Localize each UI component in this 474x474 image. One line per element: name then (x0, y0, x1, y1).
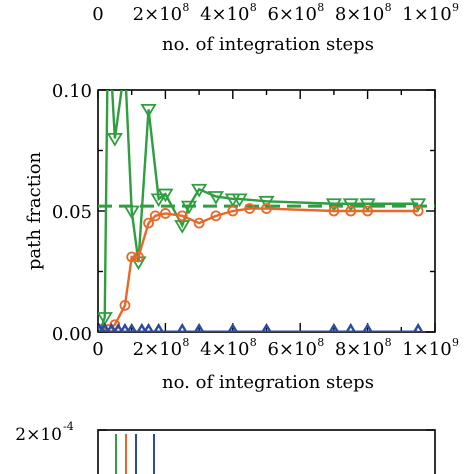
series-0-point-17 (325, 198, 342, 213)
mid-x-tick-exponent-2: 8 (250, 336, 257, 349)
series-0-point-11 (180, 200, 198, 215)
top-x-axis-label: no. of integration steps (162, 34, 374, 55)
series-0-point-20 (410, 198, 427, 213)
series-1-point-14 (261, 203, 272, 214)
top-x-tick-label-4: 8×10 (335, 4, 384, 25)
series-1-point-18 (412, 205, 424, 217)
series-1 (98, 203, 424, 332)
series-0 (98, 61, 427, 332)
x-axis-label: no. of integration steps (162, 372, 374, 393)
middle-panel: 0.00 0.05 0.10 path fraction 0 2×10 8 4×10… (24, 61, 459, 393)
series-2-point-15 (362, 322, 373, 332)
mid-x-tick-label-4: 8×10 (335, 339, 384, 360)
series-0-point-15 (231, 193, 248, 208)
top-x-tick-exponent-5: 9 (452, 1, 459, 14)
series-1-point-17 (362, 205, 374, 217)
mid-x-tick-label-5: 1×10 (402, 339, 451, 360)
series-2-point-7 (143, 322, 154, 332)
series-0-point-12 (191, 183, 208, 198)
series-0-point-5 (123, 205, 140, 220)
series-1-line (99, 207, 419, 332)
series-2-point-13 (328, 322, 340, 332)
series-0-point-8 (150, 193, 167, 208)
series-0-point-19 (359, 198, 376, 213)
series-2-point-10 (193, 322, 205, 332)
series-1-point-8 (159, 208, 171, 219)
mid-x-tick-exponent-4: 8 (385, 336, 392, 349)
mid-x-tick-exponent-3: 8 (317, 336, 324, 349)
top-x-tick-exponent-4: 8 (385, 1, 392, 14)
mid-x-tick-exponent-1: 8 (182, 336, 189, 349)
series-0-point-7 (140, 103, 157, 118)
top-x-tick-exponent-2: 8 (250, 1, 257, 14)
top-x-tick-label-2: 4×10 (200, 4, 249, 25)
series-1-point-9 (176, 210, 188, 222)
top-x-tick-exponent-3: 8 (317, 1, 324, 14)
series-1-point-11 (210, 210, 222, 222)
series-1-point-4 (126, 251, 138, 263)
series-2-point-14 (345, 322, 357, 332)
series-0-point-18 (342, 198, 359, 213)
series-2-point-9 (176, 322, 188, 332)
y-tick-label-2: 0.10 (52, 81, 92, 102)
series-2-point-8 (153, 322, 165, 332)
y-axis-label: path fraction (24, 151, 45, 270)
bottom-plot-frame (97, 429, 436, 474)
series-1-point-10 (193, 217, 205, 229)
series-1-point-6 (143, 217, 154, 229)
series-1-point-13 (244, 203, 256, 214)
top-x-tick-labels: 2×10 8 4×10 8 6×10 8 8×10 8 1×10 9 (133, 1, 459, 25)
series-2-point-12 (261, 322, 272, 332)
series-0-line (98, 90, 419, 332)
mid-x-tick-exponent-5: 9 (452, 336, 459, 349)
series-1-point-15 (328, 205, 340, 217)
y-tick-label-1: 0.05 (52, 202, 92, 223)
bottom-y-tick-exponent: -4 (63, 420, 74, 433)
series-1-point-12 (227, 205, 239, 217)
series-0-point-4 (118, 61, 131, 72)
series-1-point-16 (345, 205, 357, 217)
series-layer (98, 61, 427, 332)
top-x-tick-label-3: 6×10 (267, 4, 316, 25)
series-0-point-16 (258, 195, 275, 210)
bottom-y-tick-label: 2×10 (15, 425, 62, 445)
series-2-point-16 (412, 322, 424, 332)
mid-x-tick-label-3: 6×10 (267, 339, 316, 360)
series-0-point-1 (98, 312, 113, 326)
top-x-tick-label-1: 2×10 (133, 4, 182, 25)
top-x-tick-label-5: 1×10 (402, 4, 451, 25)
series-2 (98, 322, 424, 332)
mid-x-tick-label-2: 4×10 (200, 339, 249, 360)
x-tick-label-0: 0 (92, 339, 103, 360)
series-2-point-0 (98, 323, 105, 332)
series-2-point-5 (126, 322, 138, 332)
top-panel: 0 2×10 8 4×10 8 6×10 8 8×10 8 1×10 9 no. of integ… (92, 1, 459, 55)
series-0-point-9 (157, 188, 174, 203)
series-2-point-11 (227, 322, 239, 332)
series-1-point-3 (119, 299, 131, 311)
series-0-point-13 (207, 191, 225, 205)
series-0-point-3 (106, 132, 123, 147)
top-x-tick-label-0: 0 (92, 4, 103, 25)
series-1-point-5 (133, 251, 144, 263)
series-1-point-7 (149, 210, 161, 222)
top-x-tick-exponent-1: 8 (182, 1, 189, 14)
mid-x-tick-label-1: 2×10 (133, 339, 182, 360)
y-tick-label-0: 0.00 (52, 324, 92, 345)
bottom-panel: 2×10 -4 (15, 420, 436, 474)
grid-ticks (97, 89, 436, 333)
x-tick-labels: 2×10 8 4×10 8 6×10 8 8×10 8 1×10 9 (133, 336, 459, 360)
